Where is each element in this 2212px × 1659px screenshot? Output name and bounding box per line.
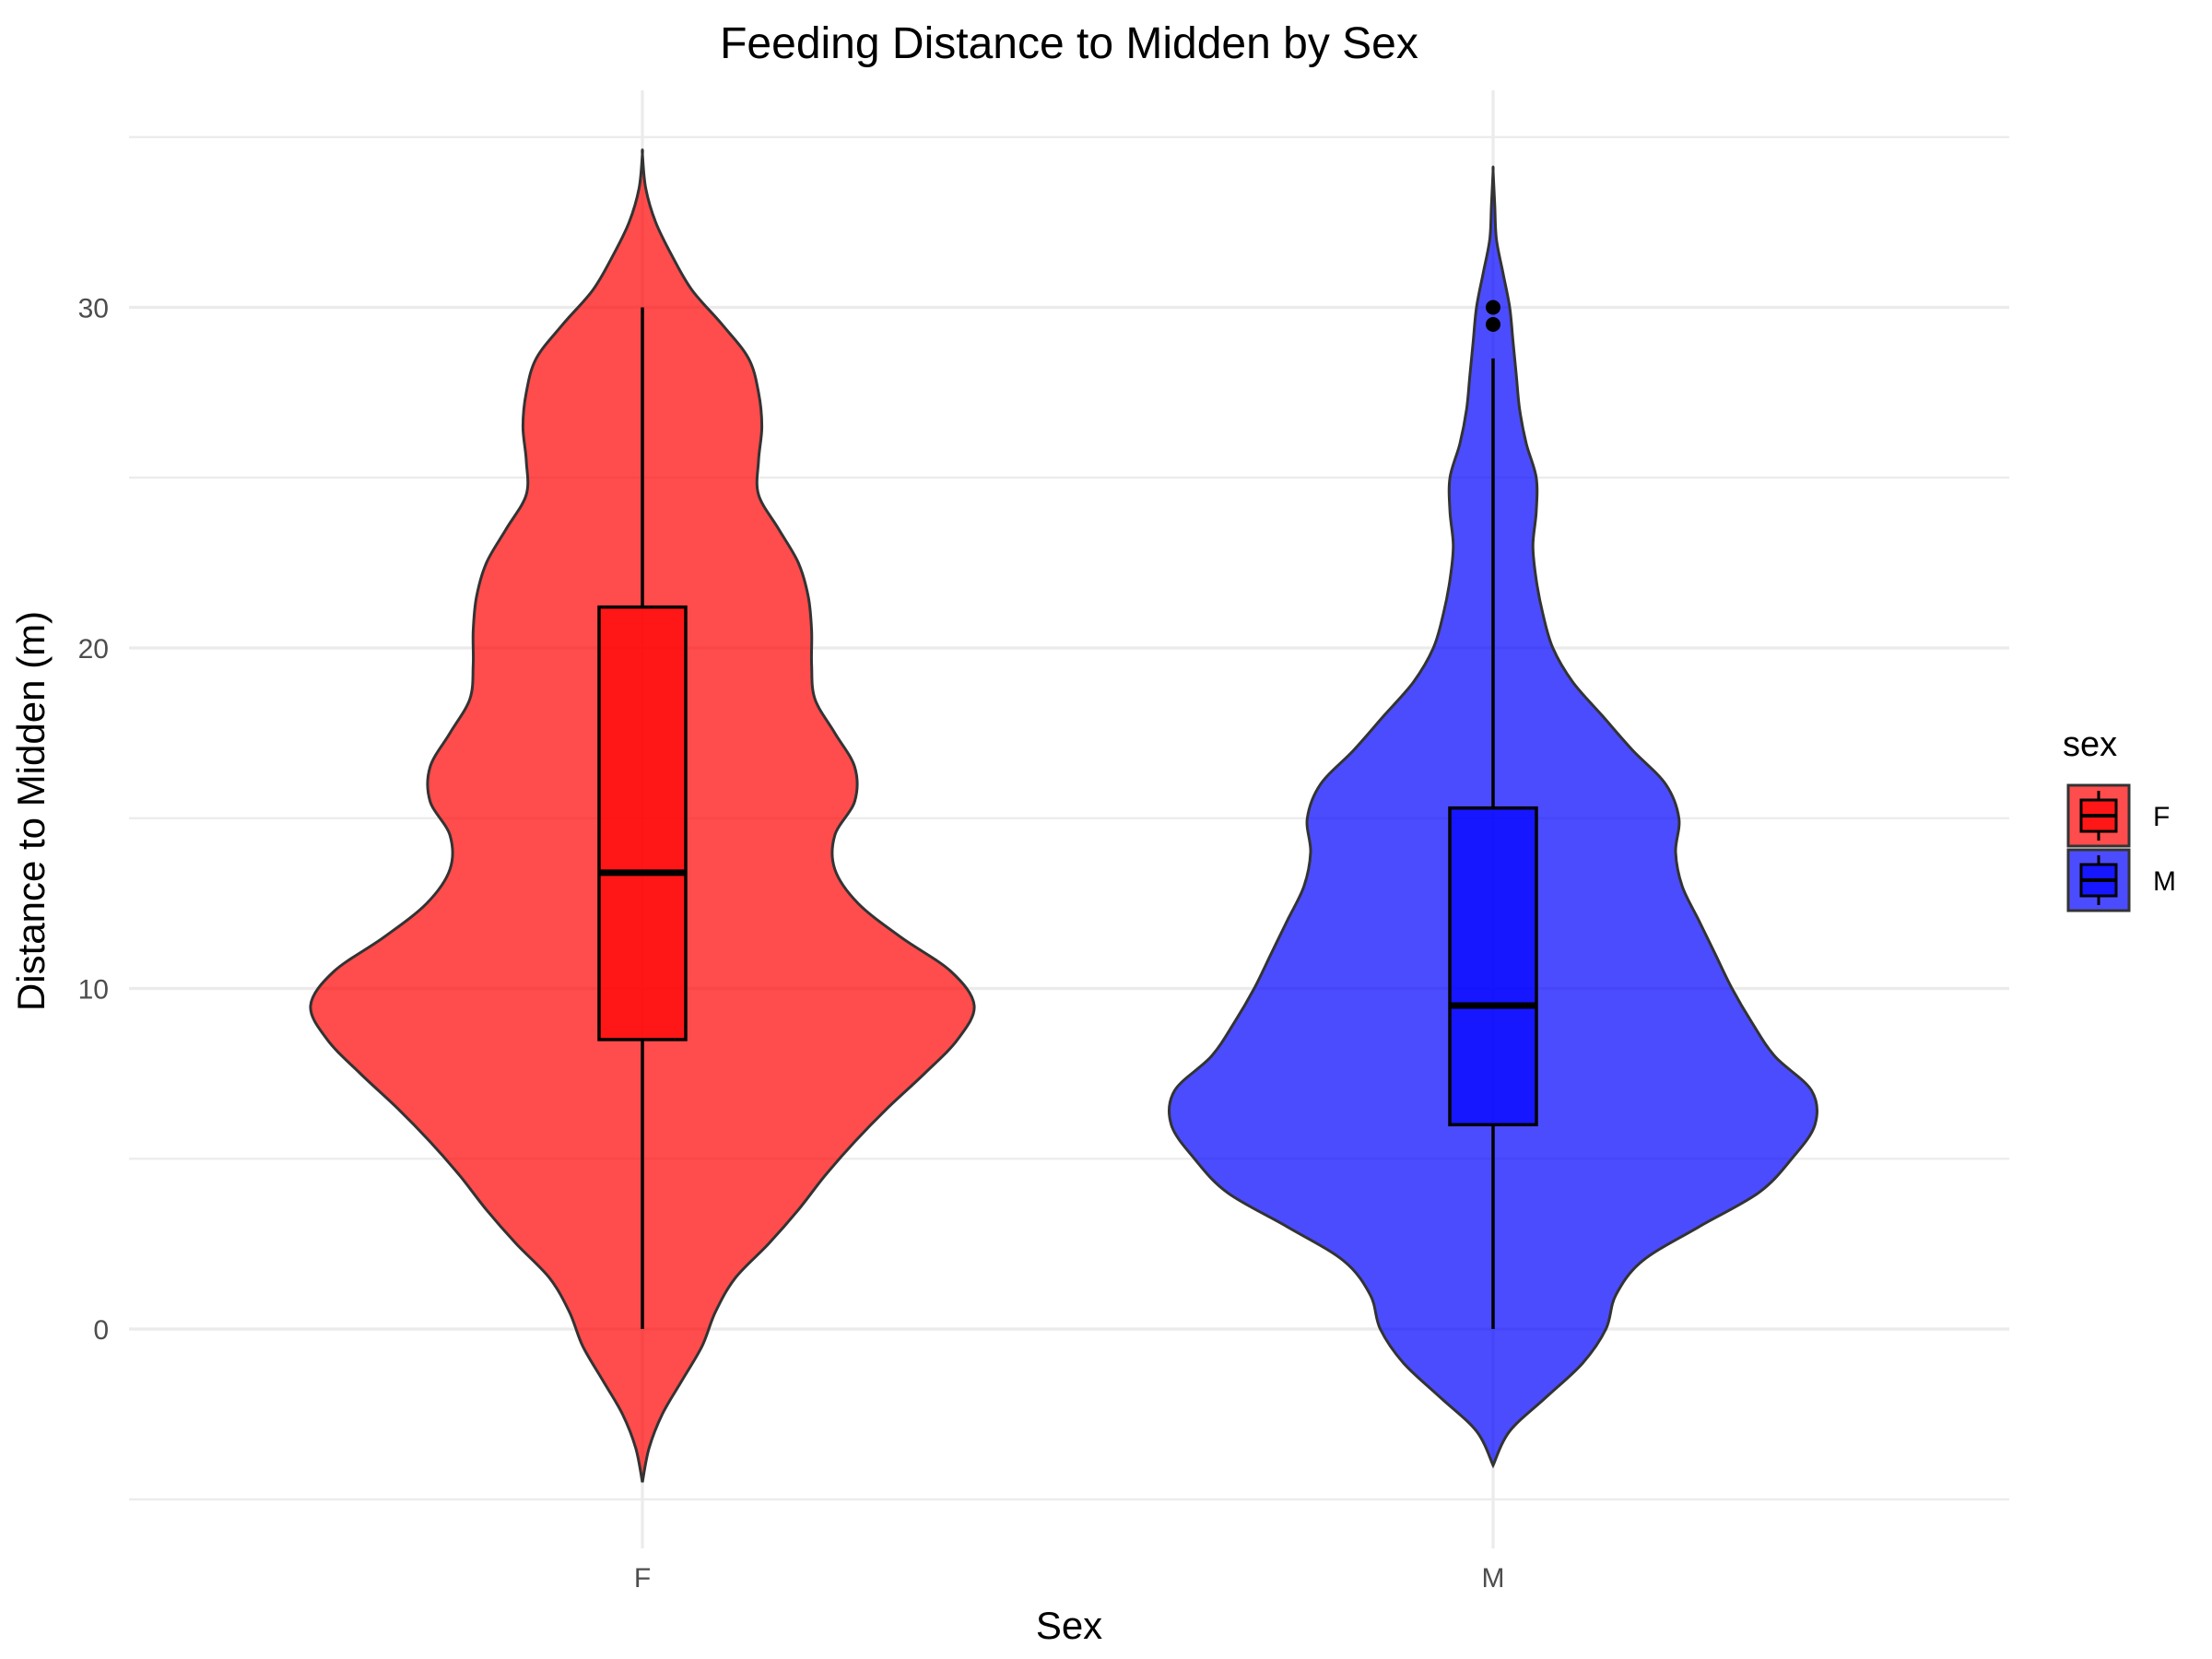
legend-entry-M: M: [2066, 848, 2176, 912]
legend-title: sex: [2063, 725, 2117, 764]
legend-label: M: [2153, 866, 2176, 897]
x-axis-title: Sex: [1036, 1604, 1102, 1647]
grid: [129, 90, 2009, 1548]
x-tick-label: F: [634, 1563, 651, 1594]
legend-entry-F: F: [2066, 783, 2170, 848]
legend-label: F: [2153, 802, 2170, 832]
outlier-M: [1486, 316, 1500, 332]
boxplots: [597, 300, 1538, 1329]
outlier-M: [1486, 300, 1500, 315]
legend: sex F M: [2063, 725, 2176, 912]
y-tick-label: 10: [78, 975, 109, 1006]
y-tick-label: 0: [93, 1315, 109, 1346]
box-M: [1448, 806, 1538, 1127]
x-tick-label: M: [1482, 1563, 1505, 1594]
y-axis-ticks: 0 10 20 30: [78, 294, 109, 1347]
y-tick-label: 30: [78, 294, 109, 324]
y-tick-label: 20: [78, 634, 109, 665]
y-axis-title: Distance to Midden (m): [9, 611, 53, 1011]
violins: [309, 148, 1819, 1483]
box-F: [597, 605, 688, 1041]
chart-title: Feeding Distance to Midden by Sex: [720, 19, 1418, 68]
